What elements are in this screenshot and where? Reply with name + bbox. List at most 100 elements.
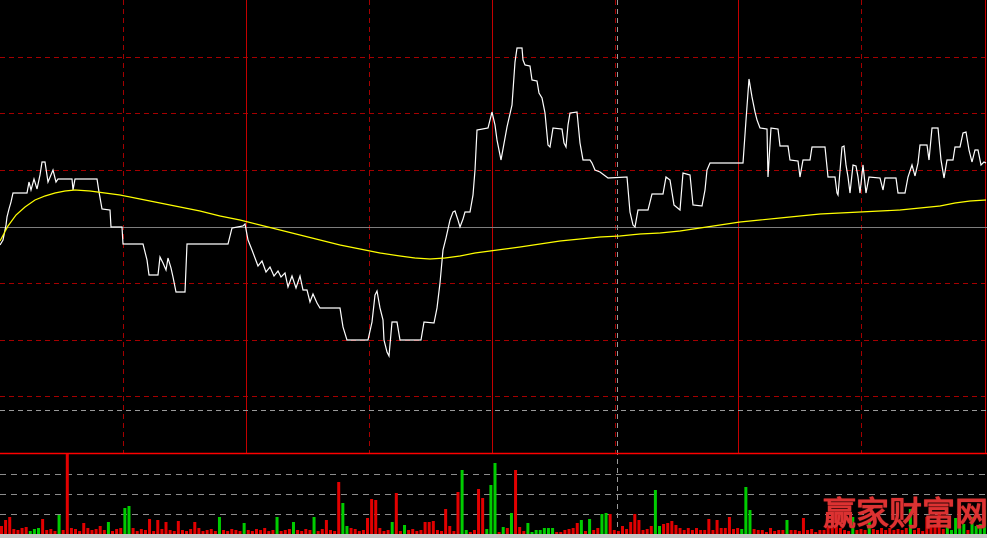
- volume-bar-down: [398, 531, 402, 534]
- volume-bar-down: [304, 529, 308, 534]
- volume-bar-down: [715, 520, 719, 534]
- volume-bar-down: [94, 529, 98, 534]
- volume-bar-down: [246, 530, 250, 534]
- volume-bar-down: [160, 529, 164, 534]
- volume-bar-down: [616, 531, 620, 534]
- volume-bar-down: [690, 530, 694, 534]
- volume-bar-down: [941, 529, 945, 534]
- volume-bar-down: [608, 514, 612, 534]
- volume-bar-down: [164, 522, 168, 534]
- volume-bar-down: [555, 532, 559, 534]
- volume-bar-up: [32, 529, 36, 534]
- volume-bar-down: [814, 532, 818, 534]
- volume-bar-up: [748, 510, 752, 534]
- volume-bar-up: [851, 517, 855, 534]
- volume-bar-down: [806, 530, 810, 534]
- volume-bar-down: [777, 530, 781, 534]
- volume-bar-down: [222, 530, 226, 534]
- volume-bar-down: [189, 529, 193, 534]
- volume-bar-down: [226, 531, 230, 534]
- volume-bar-up: [501, 527, 505, 534]
- volume-bar-down: [431, 521, 435, 534]
- volume-bar-down: [711, 530, 715, 534]
- volume-bar-up: [390, 522, 394, 534]
- volume-bar-down: [678, 528, 682, 534]
- volume-bar-down: [152, 531, 156, 534]
- volume-bar-up: [485, 529, 489, 534]
- volume-bar-down: [612, 530, 616, 534]
- volume-bar-down: [514, 470, 518, 534]
- volume-bar-up: [604, 513, 608, 534]
- volume-bar-down: [571, 528, 575, 534]
- volume-bar-down: [185, 531, 189, 534]
- volume-bar-down: [756, 530, 760, 534]
- volume-bar-down: [793, 530, 797, 534]
- volume-bar-down: [933, 524, 937, 534]
- volume-bar-up: [28, 531, 32, 534]
- volume-bar-down: [818, 530, 822, 534]
- volume-bar-down: [452, 531, 456, 534]
- volume-bar-down: [703, 530, 707, 534]
- volume-bar-up: [538, 530, 542, 534]
- volume-bar-down: [892, 530, 896, 534]
- volume-bar-down: [4, 520, 8, 534]
- volume-bar-down: [456, 492, 460, 534]
- volume-bar-down: [843, 530, 847, 534]
- volume-bar-down: [296, 530, 300, 534]
- volume-bar-down: [822, 530, 826, 534]
- volume-bar-down: [736, 528, 740, 534]
- volume-bar-down: [472, 530, 476, 534]
- volume-bar-down: [789, 530, 793, 534]
- volume-bar-up: [962, 524, 966, 534]
- volume-bar-down: [518, 527, 522, 534]
- volume-bar-down: [838, 528, 842, 534]
- average-line: [0, 189, 987, 260]
- volume-bar-down: [888, 528, 892, 534]
- volume-bar-down: [209, 529, 213, 534]
- volume-bar-down: [111, 531, 115, 534]
- volume-bar-up: [37, 528, 41, 534]
- volume-bar-down: [263, 528, 267, 534]
- volume-bar-up: [588, 519, 592, 534]
- volume-bar-down: [115, 529, 119, 534]
- volume-bar-down: [69, 528, 73, 534]
- volume-bar-down: [596, 528, 600, 534]
- volume-bar-down: [102, 530, 106, 534]
- volume-bar-down: [682, 530, 686, 534]
- volume-bar-down: [361, 530, 365, 534]
- volume-bar-down: [752, 529, 756, 534]
- volume-bar-up: [978, 524, 982, 534]
- volume-bar-down: [16, 530, 20, 534]
- volume-bar-down: [82, 523, 86, 534]
- volume-bar-down: [764, 532, 768, 534]
- volume-bar-down: [8, 517, 12, 534]
- volume-bar-down: [732, 529, 736, 534]
- volume-bar-down: [250, 531, 254, 534]
- volume-bar-down: [254, 529, 258, 534]
- volume-bar-down: [563, 530, 567, 534]
- volume-bar-down: [271, 530, 275, 534]
- price-line: [0, 47, 987, 359]
- volume-bar-down: [419, 530, 423, 534]
- volume-bar-down: [238, 531, 242, 534]
- volume-bar-down: [674, 525, 678, 534]
- volume-bar-down: [904, 528, 908, 534]
- volume-bar-down: [394, 493, 398, 534]
- volume-bar-down: [283, 530, 287, 534]
- volume-bar-down: [719, 528, 723, 534]
- volume-bar-up: [123, 508, 127, 534]
- volume-bar-down: [407, 530, 411, 534]
- volume-bar-down: [884, 530, 888, 534]
- volume-bar-down: [98, 526, 102, 534]
- volume-bar-down: [900, 530, 904, 534]
- volume-bar-down: [592, 530, 596, 534]
- volume-bar-down: [645, 529, 649, 534]
- volume-bar-down: [139, 529, 143, 534]
- volume-bar-up: [744, 487, 748, 534]
- volume-bar-down: [333, 531, 337, 534]
- volume-bar-up: [954, 518, 958, 534]
- volume-bar-down: [320, 529, 324, 534]
- volume-bar-down: [855, 530, 859, 534]
- volume-bar-down: [267, 531, 271, 534]
